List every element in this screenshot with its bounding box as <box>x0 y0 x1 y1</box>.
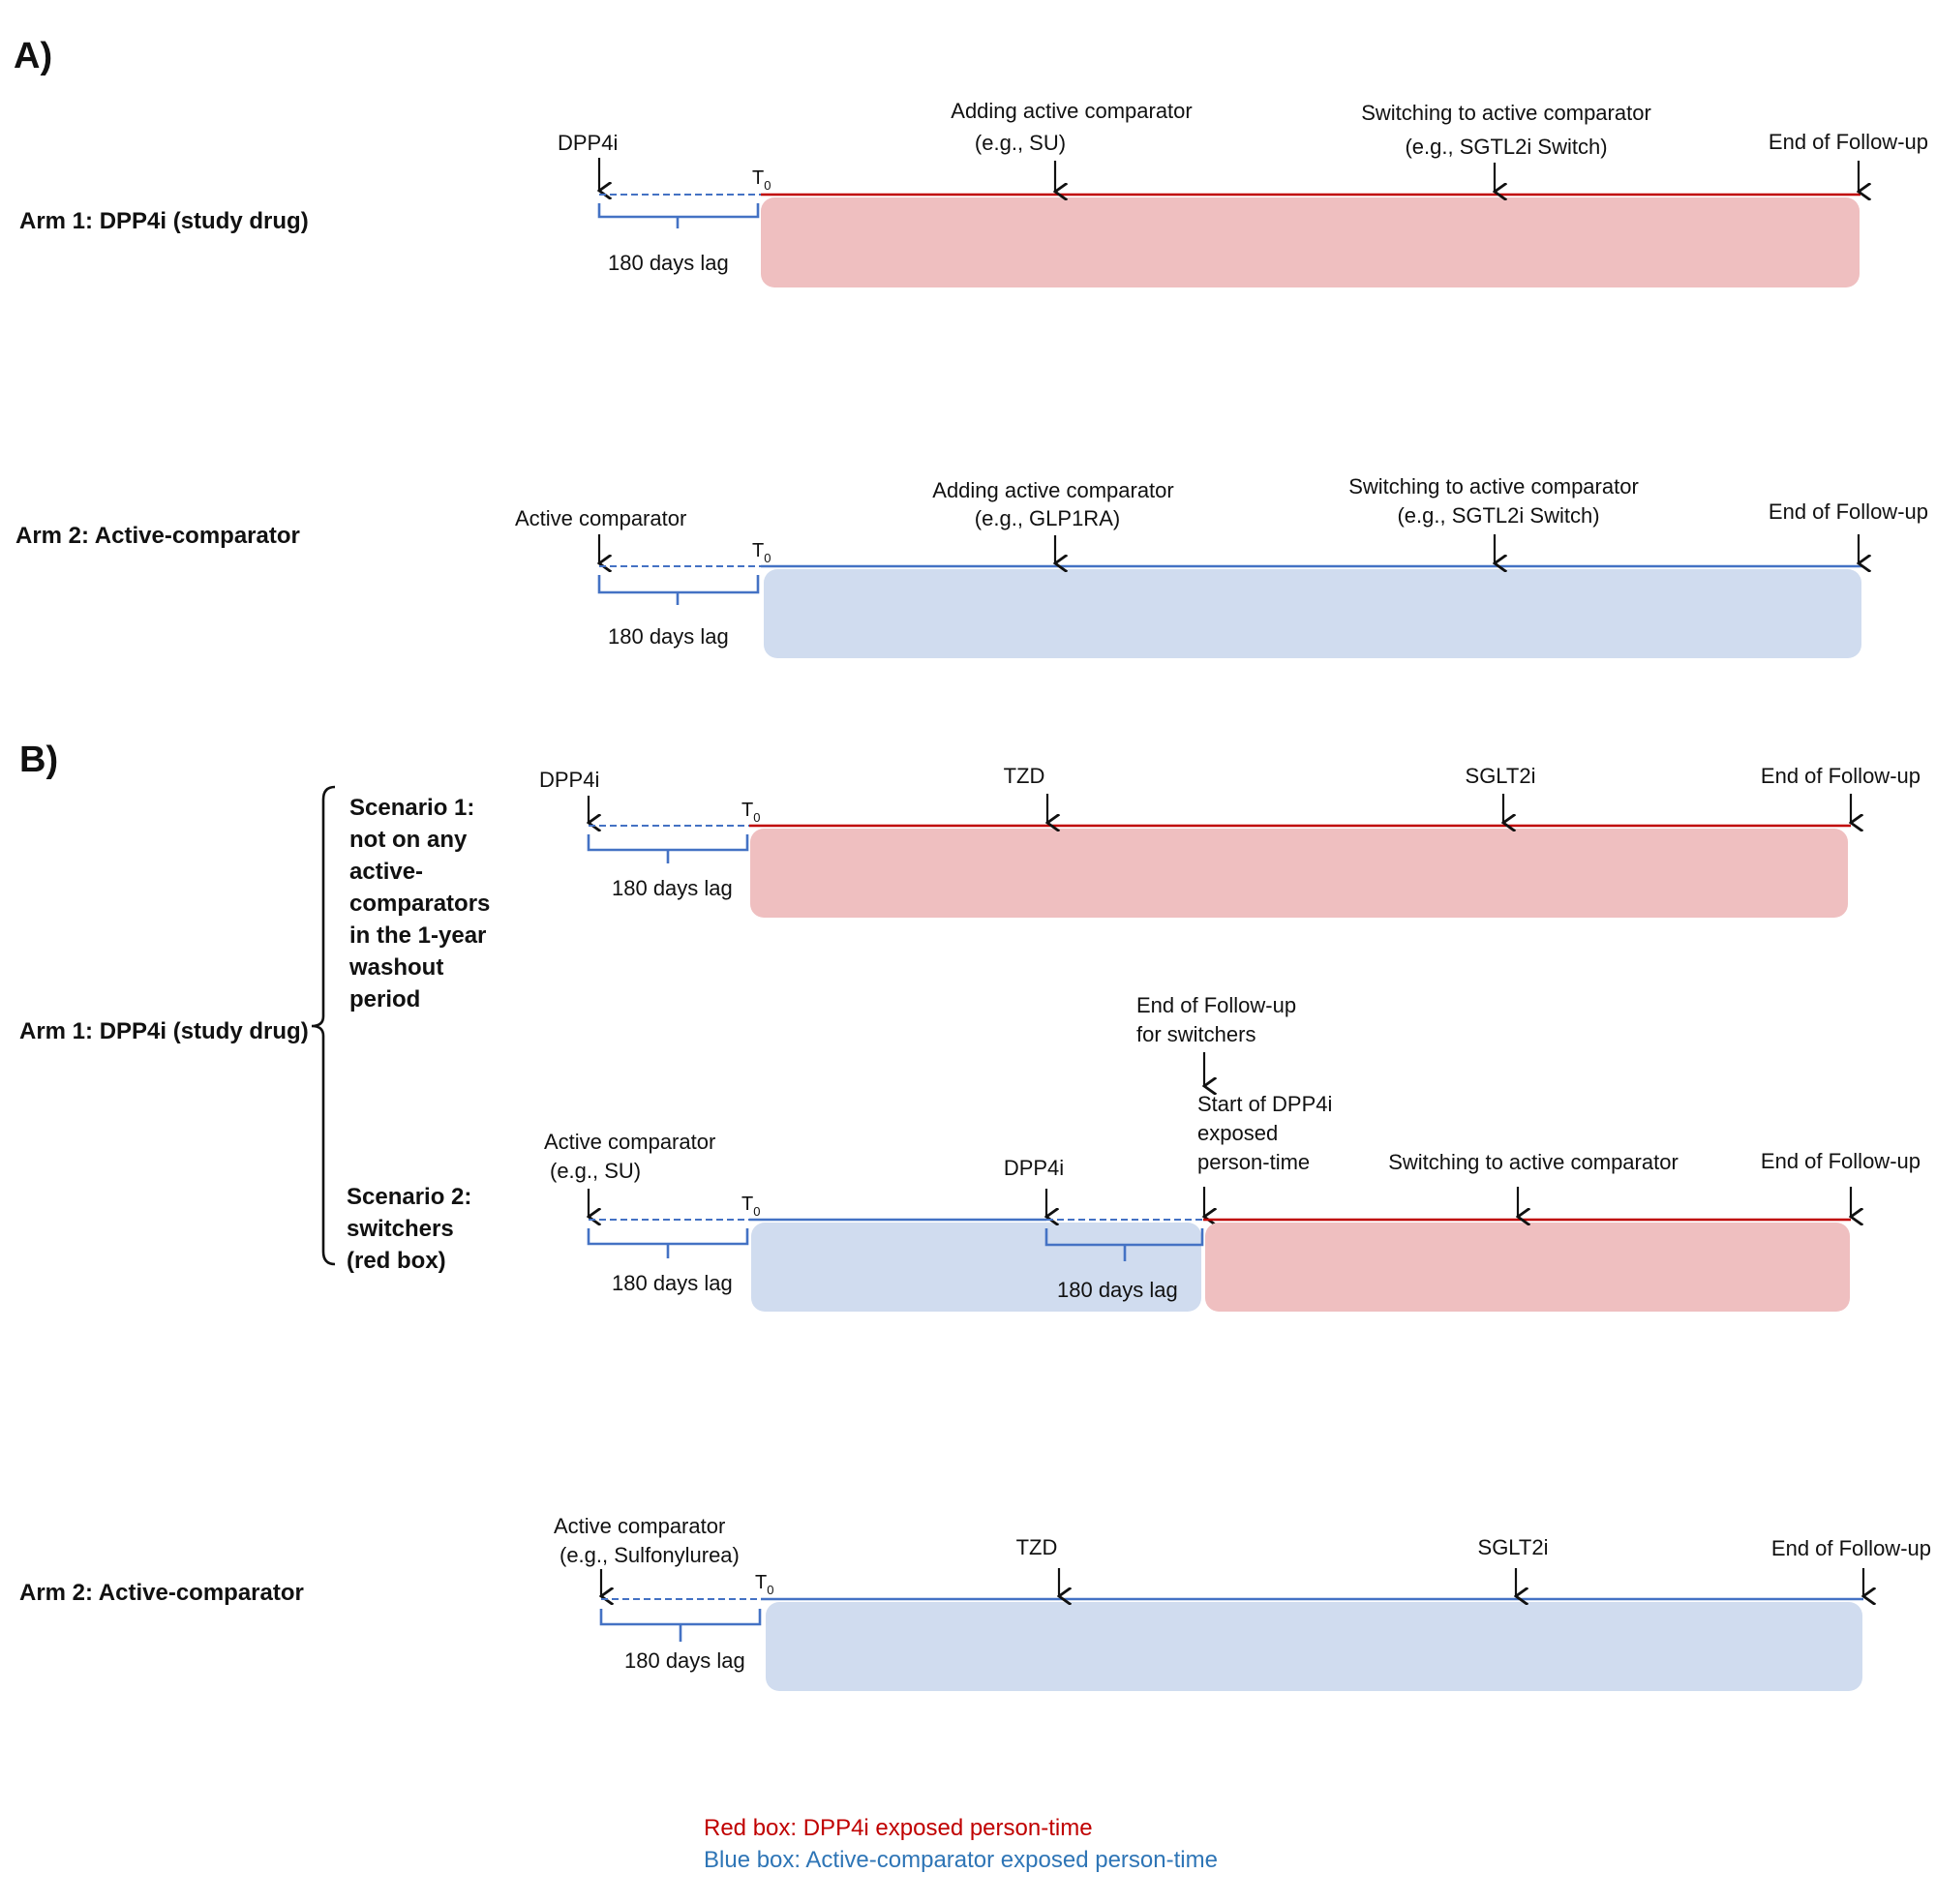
panel-b-arm2-t0: T0 <box>755 1572 773 1597</box>
scenario2-start-dpp4i-line3: person-time <box>1197 1150 1310 1174</box>
panel-b-arm2-start-line1: Active comparator <box>554 1514 725 1538</box>
scenario2-start-dpp4i-line2: exposed <box>1197 1121 1278 1145</box>
panel-b-arm2-label: Arm 2: Active-comparator <box>19 1580 304 1606</box>
scenario2-end-label: End of Follow-up <box>1761 1149 1921 1173</box>
scenario1-lag-label: 180 days lag <box>612 876 733 900</box>
panel-a-arm1-event1-line2: (e.g., SU) <box>975 131 1066 155</box>
panel-a-arm1-lag-brace <box>597 203 760 228</box>
panel-a-arm2-start-label: Active comparator <box>515 506 686 530</box>
scenario1-title: Scenario 1: not on any active- comparato… <box>348 795 497 1012</box>
panel-b-arm2-event1-label: TZD <box>1016 1535 1058 1559</box>
panel-b-arm2-exposure-box <box>766 1602 1862 1691</box>
panel-b-arm2-event2-label: SGLT2i <box>1478 1535 1549 1559</box>
panel-b-arm2-lag-label: 180 days lag <box>624 1648 745 1673</box>
scenario2-start-line1: Active comparator <box>544 1130 715 1154</box>
panel-a-arm2-event1-line2: (e.g., GLP1RA) <box>975 506 1120 530</box>
panel-a-arm1-t0: T0 <box>752 167 771 193</box>
panel-a-arm1-event1-line1: Adding active comparator <box>951 99 1192 123</box>
panel-b-arm1-label: Arm 1: DPP4i (study drug) <box>19 1018 309 1044</box>
panel-a-arm1-label: Arm 1: DPP4i (study drug) <box>19 208 309 234</box>
panel-b-arm2-end-label: End of Follow-up <box>1771 1536 1931 1560</box>
panel-a-arm2-t0: T0 <box>752 540 771 565</box>
scenario2-switch-label: Switching to active comparator <box>1388 1150 1679 1174</box>
scenario2-lag2-brace <box>1044 1228 1204 1261</box>
scenario1-event2-label: SGLT2i <box>1466 764 1536 788</box>
panel-a-arm1-event2-line2: (e.g., SGTL2i Switch) <box>1405 135 1607 159</box>
scenario2-end-switch-line2: for switchers <box>1136 1022 1255 1046</box>
panel-a-arm2-event2-line1: Switching to active comparator <box>1348 474 1639 499</box>
scenario2-t0: T0 <box>741 1194 760 1219</box>
scenario2-lag-label: 180 days lag <box>612 1271 733 1295</box>
panel-a-arm1-end-label: End of Follow-up <box>1769 130 1928 154</box>
scenario2-start-line2: (e.g., SU) <box>550 1159 641 1183</box>
scenario1-start-label: DPP4i <box>539 768 599 792</box>
panel-b-arm1-brace <box>311 785 336 1266</box>
panel-a-arm2-event2-line2: (e.g., SGTL2i Switch) <box>1397 503 1599 528</box>
panel-a-arm2-end-label: End of Follow-up <box>1769 499 1928 524</box>
panel-a-arm1-start-label: DPP4i <box>558 131 618 155</box>
scenario1-lag-brace <box>587 834 749 863</box>
scenario1-end-label: End of Follow-up <box>1761 764 1921 788</box>
scenario1-exposure-box <box>750 829 1848 918</box>
scenario2-dpp4i-label: DPP4i <box>1004 1156 1064 1180</box>
scenario2-start-dpp4i-line1: Start of DPP4i <box>1197 1092 1332 1116</box>
panel-b-arm2-start-line2: (e.g., Sulfonylurea) <box>560 1543 740 1567</box>
panel-a-arm1-event2-line1: Switching to active comparator <box>1361 101 1651 125</box>
panel-a-arm2-lag-brace <box>597 575 760 605</box>
legend-red-text: Red box: DPP4i exposed person-time <box>704 1815 1093 1841</box>
scenario2-lag2-label: 180 days lag <box>1057 1278 1178 1302</box>
panel-a-arm1-lag-label: 180 days lag <box>608 251 729 275</box>
scenario2-dpp4i-exposure-box <box>1205 1223 1850 1312</box>
panel-a-label: A) <box>14 36 52 76</box>
panel-b-label: B) <box>19 740 58 780</box>
panel-a-arm2-event1-line1: Adding active comparator <box>932 478 1173 502</box>
scenario1-event1-label: TZD <box>1004 764 1045 788</box>
panel-a-arm2-lag-label: 180 days lag <box>608 624 729 649</box>
legend-blue-text: Blue box: Active-comparator exposed pers… <box>704 1847 1218 1873</box>
scenario1-t0: T0 <box>741 800 760 825</box>
panel-a-arm1-exposure-box <box>761 197 1860 287</box>
scenario2-title: Scenario 2: switchers (red box) <box>347 1184 478 1274</box>
panel-a-arm2-exposure-box <box>764 569 1861 658</box>
panel-a-arm2-label: Arm 2: Active-comparator <box>15 523 300 549</box>
scenario2-lag-brace <box>587 1228 749 1258</box>
scenario2-end-switch-line1: End of Follow-up <box>1136 993 1296 1017</box>
panel-b-arm2-lag-brace <box>599 1609 762 1642</box>
